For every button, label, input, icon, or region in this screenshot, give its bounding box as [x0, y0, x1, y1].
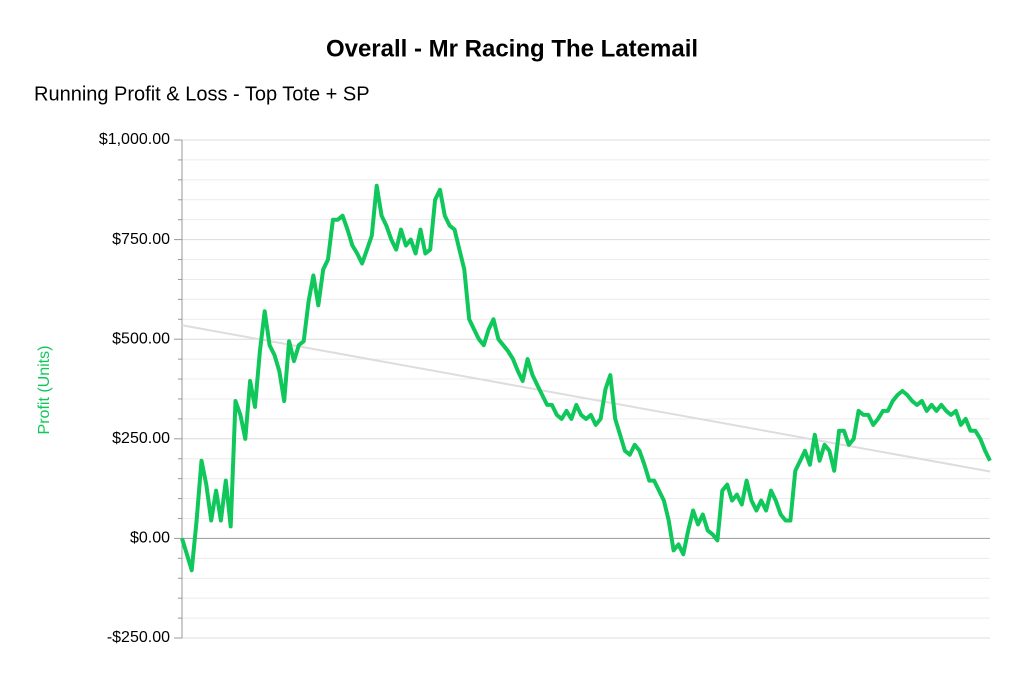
- y-tick-label: $500.00: [112, 330, 170, 347]
- y-tick-label: $250.00: [112, 430, 170, 447]
- y-tick-label: $750.00: [112, 231, 170, 248]
- line-series: [180, 183, 992, 573]
- y-tick-label: -$250.00: [107, 629, 170, 646]
- trend-line: [181, 324, 991, 473]
- chart-subtitle: Running Profit & Loss - Top Tote + SP: [34, 83, 370, 105]
- y-tick-label: $0.00: [130, 530, 170, 547]
- chart-title: Overall - Mr Racing The Latemail: [326, 35, 698, 62]
- y-axis-label: Profit (Units): [36, 346, 53, 435]
- y-tick-label: $1,000.00: [99, 131, 170, 148]
